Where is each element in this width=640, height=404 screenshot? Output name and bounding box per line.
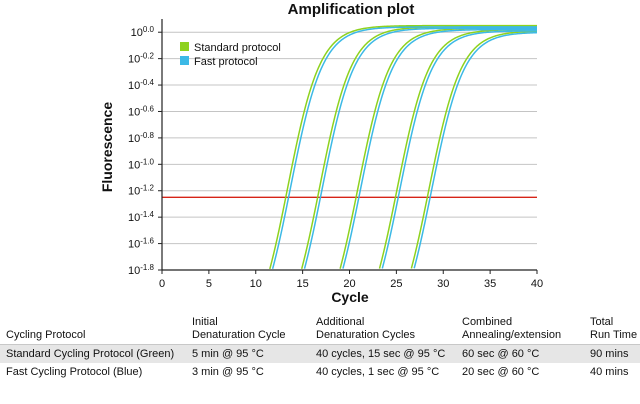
x-tick-label: 0 (159, 278, 165, 290)
legend-label-standard: Standard protocol (194, 42, 281, 54)
y-tick-label: 10-1.2 (128, 184, 155, 198)
x-tick-labels: 0 5 10 15 20 25 30 35 40 (159, 270, 543, 290)
x-tick-label: 40 (531, 278, 543, 290)
y-tick-label: 100.0 (131, 25, 155, 39)
x-tick-label: 5 (206, 278, 212, 290)
legend-swatch-fast (180, 56, 189, 65)
header-additional-denaturation: Additional Denaturation Cycles (316, 316, 462, 345)
amplification-curve (410, 30, 538, 269)
amplification-curve (303, 27, 537, 269)
x-tick-label: 10 (250, 278, 262, 290)
amplification-curve (269, 24, 537, 270)
protocol-table: Cycling Protocol Initial Denaturation Cyc… (0, 316, 640, 381)
x-tick-label: 35 (484, 278, 496, 290)
y-axis-title: Fluorescence (99, 102, 115, 192)
y-tick-label: 10-1.4 (128, 210, 155, 224)
x-axis-title: Cycle (331, 289, 369, 305)
x-tick-label: 25 (390, 278, 402, 290)
amplification-curve (342, 28, 537, 269)
amplification-curve (271, 26, 537, 270)
legend: Standard protocol Fast protocol (180, 42, 281, 68)
y-tick-label: 10-1.0 (128, 157, 155, 171)
amplification-curve (381, 30, 538, 269)
amplification-curves (269, 24, 538, 270)
header-total-run-time: Total Run Time (590, 316, 640, 345)
table-cell: 40 cycles, 15 sec @ 95 °C (316, 344, 462, 363)
amplification-curve (413, 31, 538, 269)
table-row: Standard Cycling Protocol (Green) 5 min … (0, 344, 640, 363)
table-cell: 90 mins (590, 344, 640, 363)
legend-label-fast: Fast protocol (194, 56, 258, 68)
header-initial-denaturation: Initial Denaturation Cycle (192, 316, 316, 345)
y-tick-label: 10-0.2 (128, 52, 155, 66)
x-tick-label: 15 (297, 278, 309, 290)
table-cell: 3 min @ 95 °C (192, 366, 264, 378)
chart-title: Amplification plot (288, 1, 415, 18)
amplification-curve (378, 28, 538, 269)
x-tick-label: 20 (343, 278, 355, 290)
y-tick-label: 10-0.4 (128, 78, 155, 92)
amplification-chart: Amplification plot 100.0 10-0.2 10-0.4 10-0… (99, 1, 543, 305)
y-tick-label: 10-1.6 (128, 237, 155, 251)
y-tick-label: 10-1.8 (128, 263, 155, 277)
x-tick-label: 30 (437, 278, 449, 290)
table-cell: 20 sec @ 60 °C (462, 366, 540, 378)
header-annealing-extension: Combined Annealing/extension (462, 316, 590, 345)
table-cell: 40 mins (590, 366, 629, 378)
table-cell: 40 cycles, 1 sec @ 95 °C (316, 366, 440, 378)
y-tick-label: 10-0.8 (128, 131, 155, 145)
y-tick-label: 10-0.6 (128, 104, 155, 118)
y-tick-labels: 100.0 10-0.2 10-0.4 10-0.6 10-0.8 10-1.0 10-1.… (128, 25, 155, 277)
table-row: Fast Cycling Protocol (Blue) 3 min @ 95 … (0, 363, 640, 381)
table-cell: 60 sec @ 60 °C (462, 344, 590, 363)
table-cell: Standard Cycling Protocol (Green) (0, 344, 192, 363)
header-cycling-protocol: Cycling Protocol (0, 316, 192, 345)
table-cell: 5 min @ 95 °C (192, 344, 316, 363)
table-header-row: Cycling Protocol Initial Denaturation Cyc… (0, 316, 640, 345)
table-cell: Fast Cycling Protocol (Blue) (6, 366, 143, 378)
legend-swatch-standard (180, 42, 189, 51)
